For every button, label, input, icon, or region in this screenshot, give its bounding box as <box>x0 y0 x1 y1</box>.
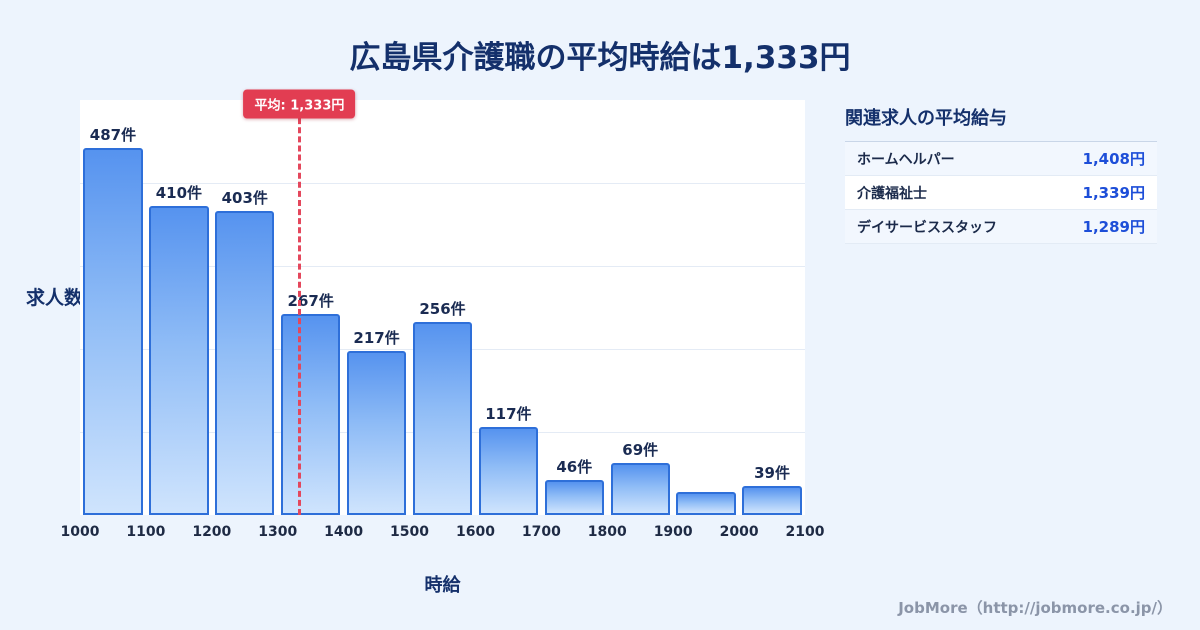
related-job-row: デイサービススタッフ 1,289円 <box>845 210 1157 244</box>
x-tick-label: 1500 <box>390 524 430 540</box>
related-job-name: 介護福祉士 <box>857 185 927 202</box>
bar-value-label: 69件 <box>622 440 659 459</box>
x-tick-label: 2000 <box>719 524 759 540</box>
related-jobs-table: ホームヘルパー 1,408円介護福祉士 1,339円デイサービススタッフ 1,289円 <box>845 141 1157 244</box>
related-job-name: デイサービススタッフ <box>857 219 997 236</box>
bar-slot: 256件 <box>410 100 476 515</box>
bar-slot: 46件 <box>541 100 607 515</box>
histogram-bar: 403件 <box>215 189 275 515</box>
histogram-bar: 69件 <box>610 441 670 515</box>
histogram-bar: 217件 <box>346 329 407 515</box>
bar-slot: 69件 <box>607 100 673 515</box>
bar-value-label: 46件 <box>556 458 593 477</box>
bar-slot <box>673 100 739 515</box>
x-tick-label: 1200 <box>192 524 232 540</box>
footer-credit: JobMore（http://jobmore.co.jp/） <box>898 599 1172 617</box>
related-job-name: ホームヘルパー <box>857 151 955 168</box>
x-tick-label: 1600 <box>455 524 495 540</box>
bar-value-label: 410件 <box>155 183 203 202</box>
bar-value-label: 403件 <box>221 188 268 207</box>
histogram-bar: 256件 <box>412 300 473 515</box>
bar-slot: 267件 <box>278 100 344 515</box>
bar-value-label: 217件 <box>353 329 400 348</box>
x-tick-label: 1000 <box>60 524 100 540</box>
x-tick-label: 2100 <box>785 524 825 540</box>
histogram-bar: 117件 <box>478 405 539 515</box>
bar-value-label: 487件 <box>89 125 137 144</box>
related-job-wage: 1,289円 <box>1082 218 1145 236</box>
x-tick-label: 1300 <box>258 524 298 540</box>
gridline <box>80 266 805 267</box>
related-job-row: 介護福祉士 1,339円 <box>845 176 1157 210</box>
related-job-row: ホームヘルパー 1,408円 <box>845 142 1157 176</box>
histogram-bar <box>676 492 736 515</box>
bar-slot: 217件 <box>344 100 410 515</box>
average-line <box>298 100 302 515</box>
x-tick-label: 1800 <box>587 524 627 540</box>
x-tick-label: 1700 <box>521 524 561 540</box>
x-axis-label: 時給 <box>424 575 461 596</box>
bar-value-label: 267件 <box>287 291 334 310</box>
related-job-wage: 1,408円 <box>1082 150 1145 168</box>
y-axis-label: 求人数 <box>26 287 84 309</box>
x-tick-label: 1100 <box>126 524 166 540</box>
gridline <box>80 183 805 184</box>
related-jobs-panel-title: 関連求人の平均給与 <box>845 108 1007 129</box>
x-tick-label: 1900 <box>653 524 693 540</box>
x-tick-label: 1400 <box>324 524 364 540</box>
bar-slot: 39件 <box>739 100 805 515</box>
average-badge: 平均: 1,333円 <box>243 89 356 119</box>
bar-slot: 403件 <box>212 100 278 515</box>
related-job-wage: 1,339円 <box>1082 184 1145 202</box>
histogram-bar: 267件 <box>281 292 341 515</box>
histogram-bar: 46件 <box>544 458 604 515</box>
bar-value-label: 39件 <box>754 463 790 482</box>
histogram-bar: 410件 <box>149 184 209 515</box>
bar-slot: 410件 <box>146 100 212 515</box>
bar-value-label: 256件 <box>419 299 466 318</box>
page-title: 広島県介護職の平均時給は1,333円 <box>349 40 851 76</box>
chart-plot-area: 487件 410件 403件 267件 217件 256件 117件 46件 69件 39件 平均… <box>80 89 805 515</box>
bar-slot: 487件 <box>80 100 146 515</box>
histogram-bar: 39件 <box>742 464 802 515</box>
histogram-bar: 487件 <box>83 126 143 515</box>
bar-slot: 117件 <box>475 100 541 515</box>
x-axis-ticks: 1000 1100 1200 1300 1400 1500 1600 1700 1800 1900… <box>61 524 825 544</box>
bar-value-label: 117件 <box>485 404 532 423</box>
